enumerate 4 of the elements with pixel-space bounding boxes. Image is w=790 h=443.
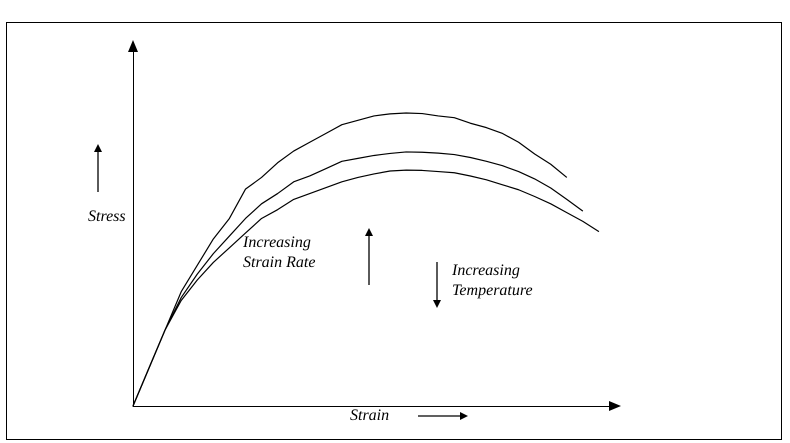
y-axis-title: Stress xyxy=(88,207,126,227)
x-axis-title: Strain xyxy=(350,406,390,426)
annotation: Increasing Temperature xyxy=(452,261,533,301)
annotation: Increasing Strain Rate xyxy=(243,233,316,273)
